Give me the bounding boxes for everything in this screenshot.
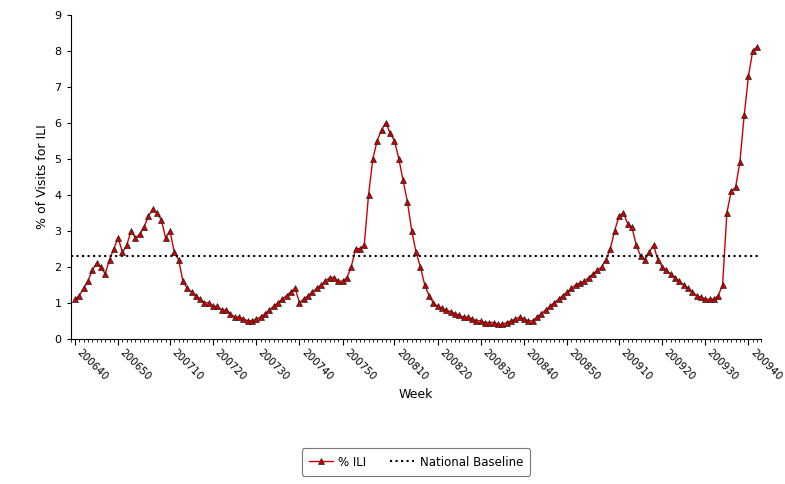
% ILI — [260, 311, 270, 317]
% ILI — [493, 321, 502, 327]
% ILI — [752, 44, 761, 50]
Y-axis label: % of Visits for ILI: % of Visits for ILI — [36, 124, 49, 229]
National Baseline — [75, 253, 84, 259]
Line: % ILI: % ILI — [72, 44, 760, 327]
% ILI — [342, 274, 352, 280]
% ILI — [510, 316, 520, 322]
National Baseline — [70, 253, 79, 259]
X-axis label: Week: Week — [399, 388, 433, 401]
% ILI — [70, 296, 79, 302]
% ILI — [290, 286, 300, 291]
Legend: % ILI, National Baseline: % ILI, National Baseline — [302, 449, 530, 476]
% ILI — [571, 282, 580, 287]
% ILI — [648, 242, 658, 248]
